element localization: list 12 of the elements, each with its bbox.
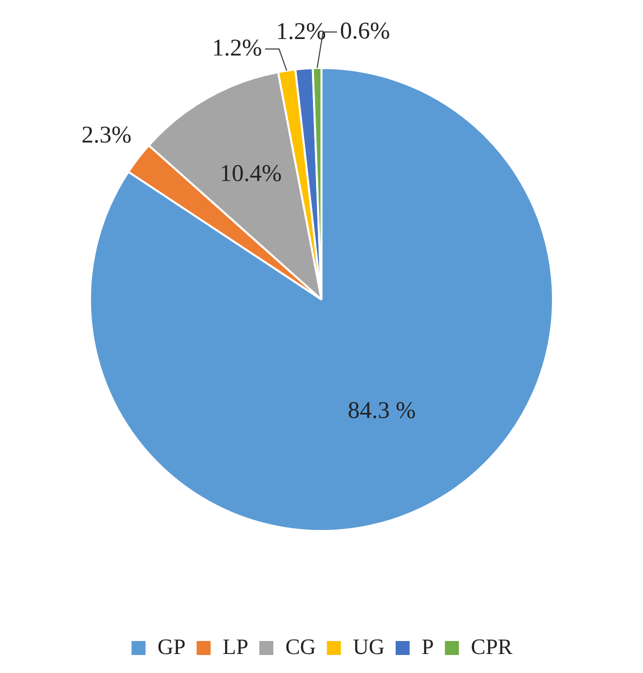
data-label: 1.2% [276,19,326,46]
data-label: 1.2% [212,35,262,62]
data-label: 84.3 % [348,398,416,424]
legend-label: P [422,634,434,659]
legend-label: CPR [470,634,513,659]
data-label: 0.6% [340,18,390,44]
legend-label: LP [222,634,248,659]
data-label: 2.3% [81,122,132,149]
legend-label: CG [285,634,316,659]
data-label: 10.4% [220,160,282,187]
legend-label: UG [352,634,385,659]
legend-label: GP [158,634,186,659]
